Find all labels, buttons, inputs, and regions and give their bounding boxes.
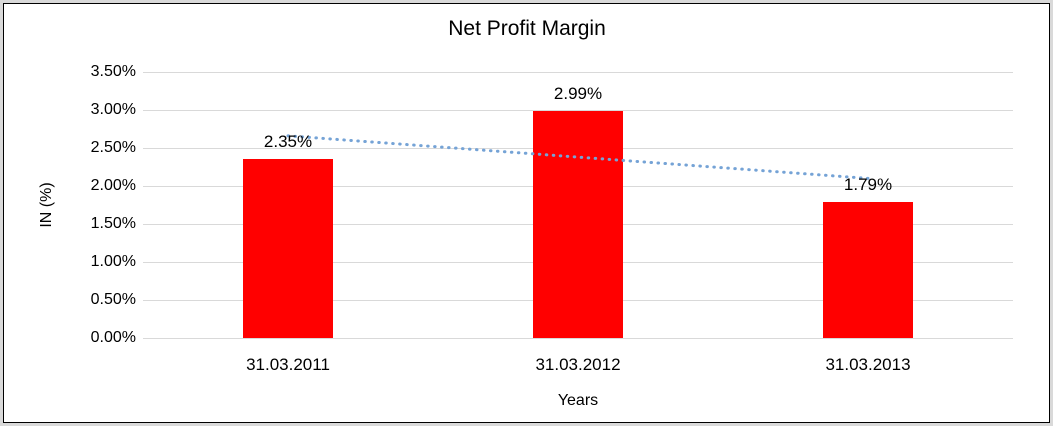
y-tick-label: 3.00%	[90, 101, 136, 118]
gridline	[143, 72, 1013, 73]
y-tick-label: 1.00%	[90, 253, 136, 270]
x-axis-title: Years	[557, 392, 599, 409]
y-tick-label: 2.00%	[90, 177, 136, 194]
bar-value-label: 2.35%	[263, 132, 313, 152]
bar	[533, 110, 623, 338]
gridline	[143, 338, 1013, 339]
x-tick-label: 31.03.2012	[535, 355, 621, 374]
bar	[243, 159, 333, 338]
gridline	[143, 110, 1013, 111]
y-tick-label: 0.50%	[90, 291, 136, 308]
y-tick-label: 3.50%	[90, 63, 136, 80]
y-tick-label: 0.00%	[90, 329, 136, 346]
chart-title: Net Profit Margin	[448, 17, 606, 40]
bar	[823, 201, 913, 338]
bar-value-label: 1.79%	[843, 174, 893, 194]
bar-value-label: 2.99%	[553, 83, 603, 103]
trendline	[286, 134, 870, 180]
y-tick-label: 1.50%	[90, 215, 136, 232]
x-tick-label: 31.03.2013	[825, 355, 911, 374]
y-tick-label: 2.50%	[90, 139, 136, 156]
x-tick-label: 31.03.2011	[246, 355, 330, 374]
